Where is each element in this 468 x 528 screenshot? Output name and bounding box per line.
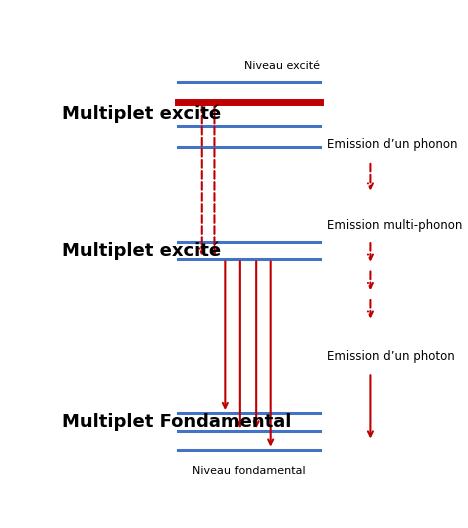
Text: Emission d’un phonon: Emission d’un phonon: [327, 138, 457, 151]
Text: Multiplet excité: Multiplet excité: [62, 241, 221, 260]
Text: Multiplet Fondamental: Multiplet Fondamental: [62, 413, 292, 431]
Text: Multiplet excité: Multiplet excité: [62, 105, 221, 124]
Text: Emission multi-phonon: Emission multi-phonon: [327, 220, 462, 232]
Text: Niveau excité: Niveau excité: [244, 61, 320, 71]
Text: Niveau fondamental: Niveau fondamental: [192, 466, 306, 476]
Text: Emission d’un photon: Emission d’un photon: [327, 350, 454, 363]
